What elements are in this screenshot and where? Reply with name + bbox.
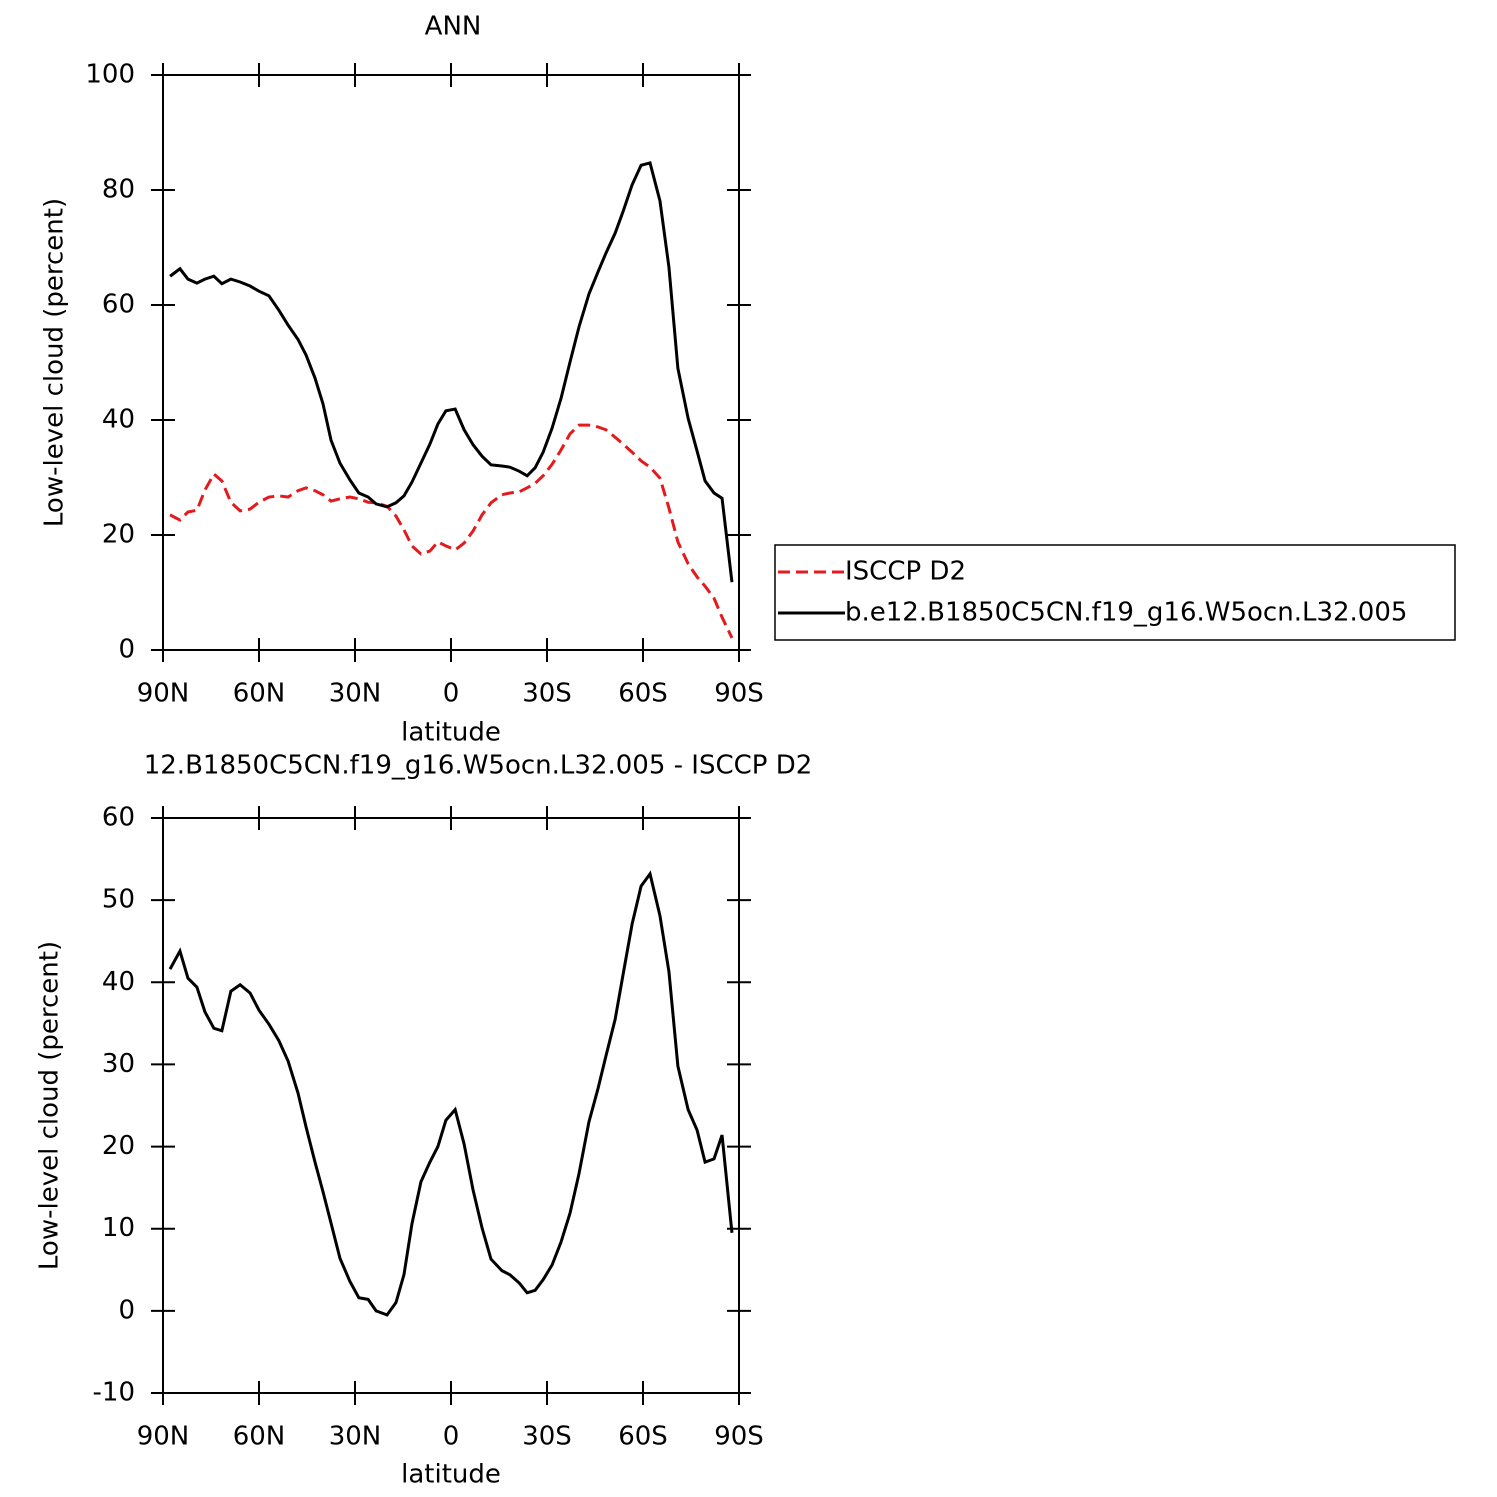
x-tick-label: 0 [443,1422,460,1452]
y-tick-label: 0 [118,1295,135,1325]
plot-frame [162,817,740,1394]
plot-frame [162,74,740,651]
x-tick-label: 30S [522,1422,572,1452]
data-line [169,423,734,639]
y-tick-label: 50 [102,885,135,915]
data-line [168,870,734,1317]
x-axis-label: latitude [401,1460,501,1490]
y-tick-label: 10 [102,1213,135,1243]
x-tick-label: 90N [137,679,190,709]
x-tick-label: 30N [329,1422,382,1452]
y-tick-label: 60 [102,290,135,320]
x-tick-label: 90S [714,1422,764,1452]
y-tick-label: 100 [85,60,135,90]
y-tick-label: 60 [102,803,135,833]
chart-title: 12.B1850C5CN.f19_g16.W5ocn.L32.005 - ISC… [144,751,813,781]
legend-label: b.e12.B1850C5CN.f19_g16.W5ocn.L32.005 [845,598,1407,628]
chart-title: ANN [425,12,482,42]
x-tick-label: 60N [233,1422,286,1452]
y-tick-label: 40 [102,405,135,435]
y-tick-label: 80 [102,175,135,205]
data-line [169,161,734,583]
x-tick-label: 30S [522,679,572,709]
y-tick-label: 20 [102,1131,135,1161]
legend-box [774,544,1456,641]
y-axis-label: Low-level cloud (percent) [40,198,70,527]
x-tick-label: 30N [329,679,382,709]
legend-label: ISCCP D2 [845,557,966,587]
x-tick-label: 0 [443,679,460,709]
x-tick-label: 60N [233,679,286,709]
x-axis-label: latitude [401,718,501,748]
x-tick-label: 60S [618,679,668,709]
x-tick-label: 90N [137,1422,190,1452]
x-tick-label: 90S [714,679,764,709]
y-tick-label: 0 [118,635,135,665]
y-tick-label: 40 [102,967,135,997]
y-tick-label: -10 [93,1378,135,1408]
y-axis-label: Low-level cloud (percent) [35,941,65,1270]
x-tick-label: 60S [618,1422,668,1452]
y-tick-label: 20 [102,520,135,550]
y-tick-label: 30 [102,1049,135,1079]
